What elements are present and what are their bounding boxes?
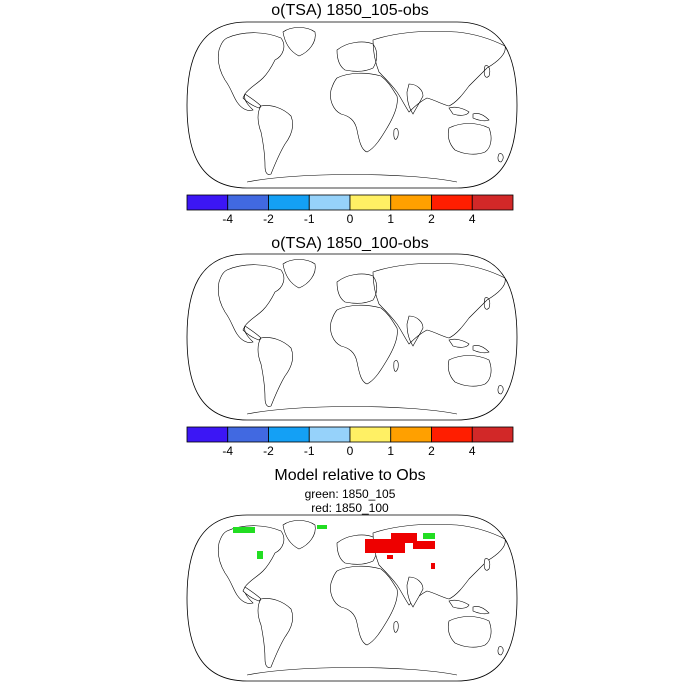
overlay-model-100 [365, 533, 435, 569]
colorbar-1-swatch [186, 194, 229, 211]
legend-line-red: red: 1850_100 [311, 501, 389, 515]
colorbar-2-tick-label: -4 [222, 444, 233, 458]
colorbar-2-tick-label: -1 [304, 444, 315, 458]
colorbar-1-swatch [308, 194, 351, 211]
colorbar-1-swatch [431, 194, 473, 211]
colorbar-1: -4 -2 -1 0 1 2 4 [186, 194, 514, 226]
colorbar-1-swatch [471, 194, 514, 211]
colorbar-1-tick-label: 4 [469, 212, 476, 226]
colorbar-1-tick-label: -2 [263, 212, 274, 226]
panel-3-title: Model relative to Obs [274, 467, 426, 484]
panel-2-title: o(TSA) 1850_100-obs [271, 235, 429, 252]
colorbar-2-swatch [308, 426, 351, 443]
colorbar-1-swatch [227, 194, 269, 211]
colorbar-2-swatch [268, 426, 310, 443]
colorbar-2-tick-label: 1 [387, 444, 394, 458]
colorbar-2-swatch [349, 426, 392, 443]
colorbar-2-swatch [431, 426, 473, 443]
colorbar-2-swatch [390, 426, 432, 443]
map-panel-3 [186, 514, 518, 682]
colorbar-1-tick-label: -1 [304, 212, 315, 226]
panel-1-title: o(TSA) 1850_105-obs [271, 2, 429, 19]
colorbar-2-swatch [471, 426, 514, 443]
colorbar-2-tick-label: 4 [469, 444, 476, 458]
colorbar-2-tick-label: -2 [263, 444, 274, 458]
colorbar-1-swatch [268, 194, 310, 211]
colorbar-2-swatch [186, 426, 229, 443]
colorbar-2: -4 -2 -1 0 1 2 4 [186, 426, 514, 458]
colorbar-2-tick-label: 2 [428, 444, 435, 458]
colorbar-1-tick-label: 1 [387, 212, 394, 226]
colorbar-1-tick-label: -4 [222, 212, 233, 226]
legend-line-green: green: 1850_105 [304, 487, 396, 501]
colorbar-1-swatch [390, 194, 432, 211]
colorbar-2-swatch [227, 426, 269, 443]
colorbar-1-tick-label: 2 [428, 212, 435, 226]
colorbar-1-swatch [349, 194, 392, 211]
colorbar-2-tick-label: 0 [347, 444, 354, 458]
colorbar-1-tick-label: 0 [347, 212, 354, 226]
map-panel-1 [186, 21, 518, 189]
map-panel-2 [186, 253, 518, 421]
